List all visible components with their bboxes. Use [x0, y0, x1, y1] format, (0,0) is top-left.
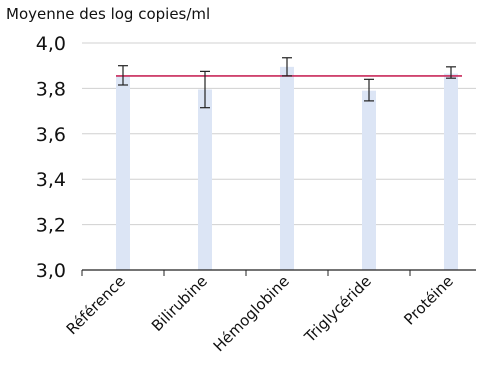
- error-bar: [200, 70, 210, 109]
- category-label: Hémoglobine: [210, 272, 293, 355]
- y-tick-label: 3,2: [36, 215, 66, 237]
- y-tick-label: 4,0: [36, 33, 66, 55]
- category-label: Protéine: [400, 272, 456, 328]
- error-bar: [282, 57, 292, 77]
- error-bar: [364, 78, 374, 102]
- category-label: Triglycéride: [300, 272, 375, 347]
- y-tick-labels: 3,0 3,2 3,4 3,6 3,8 4,0: [36, 33, 66, 282]
- error-bar: [446, 66, 456, 79]
- y-tick-label: 3,6: [36, 124, 66, 146]
- y-tick-label: 3,0: [36, 260, 66, 282]
- bar: [280, 66, 294, 271]
- bar: [198, 89, 212, 270]
- category-label: Bilirubine: [148, 272, 211, 335]
- bar: [362, 90, 376, 270]
- category-label: Référence: [63, 272, 129, 338]
- y-tick-label: 3,8: [36, 78, 66, 100]
- bar: [116, 75, 130, 270]
- y-axis-title: Moyenne des log copies/ml: [6, 5, 210, 23]
- error-bars: [118, 57, 456, 109]
- gridlines: [82, 42, 476, 226]
- x-tick-marks: [81, 270, 411, 276]
- bar: [444, 73, 458, 271]
- error-bar: [118, 65, 128, 86]
- y-tick-label: 3,4: [36, 169, 66, 191]
- bars: [116, 66, 458, 271]
